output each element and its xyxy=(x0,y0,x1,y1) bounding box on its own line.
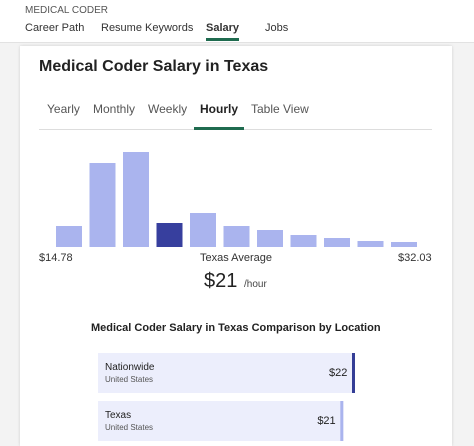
location-bar xyxy=(98,401,344,441)
histogram-bar xyxy=(223,226,250,247)
top-nav xyxy=(0,0,474,43)
card-title: Medical Coder Salary in Texas xyxy=(39,58,269,75)
period-tab[interactable]: Hourly xyxy=(200,102,239,116)
histogram-bar xyxy=(56,226,82,247)
histogram-bar xyxy=(290,235,317,247)
period-tab[interactable]: Monthly xyxy=(93,102,136,116)
page-title: MEDICAL CODER xyxy=(25,5,108,16)
histogram-bar xyxy=(190,213,216,247)
nav-tab[interactable]: Jobs xyxy=(265,22,289,34)
nav-tab[interactable]: Salary xyxy=(206,22,240,34)
location-bar-edge xyxy=(352,353,355,393)
nav-tab-underline xyxy=(206,38,239,41)
location-sub: United States xyxy=(105,375,154,384)
range-min: $14.78 xyxy=(39,252,73,264)
period-tab[interactable]: Weekly xyxy=(148,102,188,116)
histogram-bar xyxy=(156,223,183,247)
period-tab[interactable]: Yearly xyxy=(47,102,80,116)
histogram-bar xyxy=(357,241,384,247)
histogram-bar xyxy=(123,152,149,247)
range-center: Texas Average xyxy=(200,252,272,264)
period-tab-underline xyxy=(194,127,244,130)
average-value: $21 xyxy=(204,270,238,292)
histogram-bar xyxy=(391,242,417,247)
histogram-bar xyxy=(89,163,116,247)
nav-tab[interactable]: Career Path xyxy=(25,22,85,34)
location-bar xyxy=(98,353,355,393)
nav-tab[interactable]: Resume Keywords xyxy=(101,22,194,34)
location-value: $21 xyxy=(317,415,336,427)
average-unit: /hour xyxy=(244,279,267,290)
location-name: Nationwide xyxy=(105,362,155,373)
histogram-bar xyxy=(324,238,350,247)
period-tab[interactable]: Table View xyxy=(251,102,309,116)
location-value: $22 xyxy=(329,367,348,379)
histogram-bar xyxy=(257,230,283,247)
location-sub: United States xyxy=(105,423,154,432)
comparison-title: Medical Coder Salary in Texas Comparison… xyxy=(91,322,381,334)
location-bar-edge xyxy=(340,401,344,441)
location-name: Texas xyxy=(105,410,132,421)
range-max: $32.03 xyxy=(398,252,432,264)
